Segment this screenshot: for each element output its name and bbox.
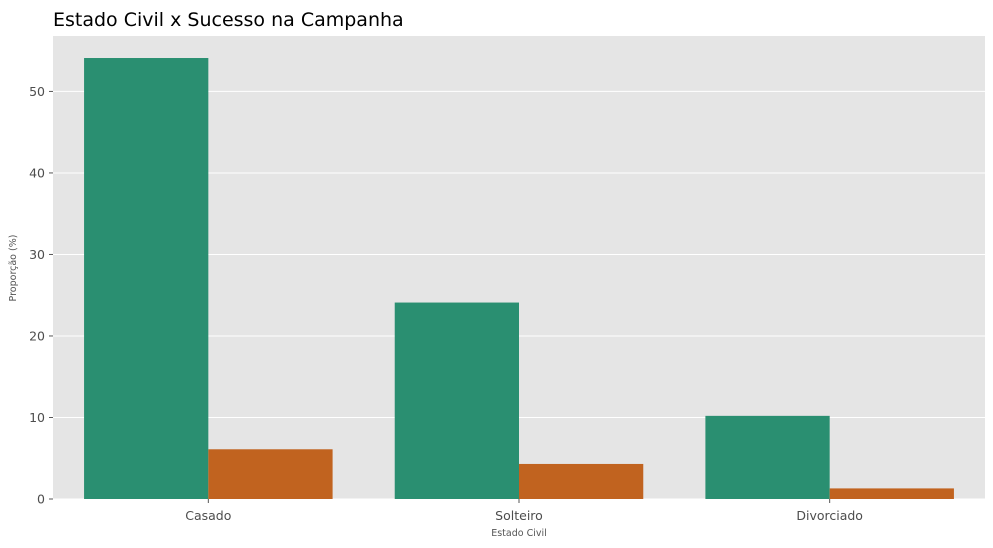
- chart-title: Estado Civil x Sucesso na Campanha: [53, 9, 404, 31]
- bars: [84, 58, 954, 500]
- y-axis-ticks: 0 10 20 30 40 50: [29, 84, 53, 507]
- bar-solteiro-series-1: [394, 302, 519, 499]
- y-tick-label: 50: [29, 84, 45, 99]
- x-axis-label: Estado Civil: [491, 528, 547, 539]
- y-tick-label: 30: [29, 247, 45, 262]
- bar-divorciado-series-2: [829, 488, 954, 499]
- y-tick-label: 40: [29, 165, 45, 180]
- bar-solteiro-series-2: [519, 463, 644, 499]
- x-tick-label: Solteiro: [495, 508, 543, 523]
- y-axis-label: Proporção (%): [8, 235, 19, 302]
- bar-casado-series-1: [84, 58, 209, 500]
- y-tick-label: 20: [29, 328, 45, 343]
- bar-divorciado-series-1: [705, 415, 830, 499]
- x-axis-ticks: Casado Solteiro Divorciado: [185, 499, 863, 523]
- x-tick-label: Divorciado: [796, 508, 863, 523]
- y-tick-label: 0: [37, 492, 45, 507]
- x-tick-label: Casado: [185, 508, 231, 523]
- bar-casado-series-2: [208, 449, 333, 499]
- y-tick-label: 10: [29, 410, 45, 425]
